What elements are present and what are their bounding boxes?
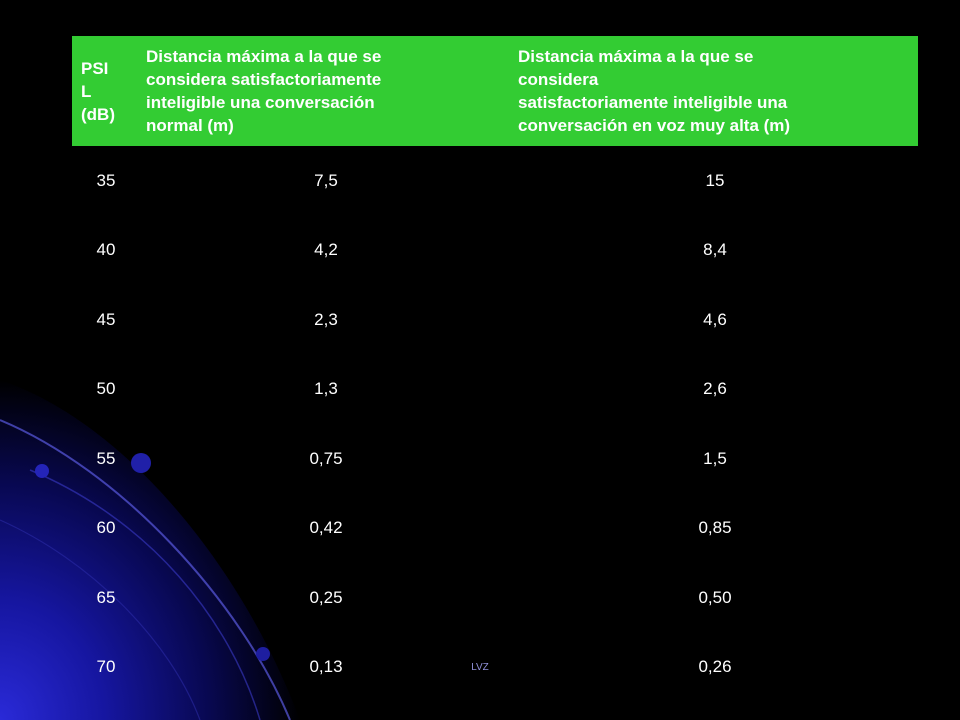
cell-loud: 4,6 (703, 309, 727, 329)
cell-normal: 7,5 (314, 170, 338, 190)
header-normal-distance: Distancia máxima a la que se considera s… (146, 47, 382, 135)
cell-psil: 65 (96, 587, 116, 607)
table-header-row: PSI L (dB) Distancia máxima a la que se … (72, 36, 918, 146)
intelligibility-table: PSI L (dB) Distancia máxima a la que se … (72, 36, 918, 702)
table-row: 55 0,75 1,5 (72, 424, 918, 494)
decor-dot-2 (131, 453, 151, 473)
table-row: 50 1,3 2,6 (72, 355, 918, 425)
table-row: 65 0,25 0,50 (72, 563, 918, 633)
cell-psil: 35 (96, 170, 116, 190)
swoosh-arc-3 (0, 519, 201, 720)
cell-psil: 45 (96, 309, 116, 329)
cell-loud: 1,5 (703, 448, 727, 468)
cell-loud: 0,85 (698, 518, 732, 538)
cell-normal: 0,75 (309, 448, 343, 468)
cell-loud: 15 (705, 170, 725, 190)
cell-normal: 0,25 (309, 587, 343, 607)
table-row: 35 7,5 15 (72, 146, 918, 216)
decor-dot-1 (35, 464, 49, 478)
cell-normal: 0,42 (309, 518, 343, 538)
cell-psil: 50 (96, 379, 116, 399)
cell-psil: 40 (96, 240, 116, 260)
cell-loud: 2,6 (703, 379, 727, 399)
table-row: 40 4,2 8,4 (72, 216, 918, 286)
cell-normal: 1,3 (314, 379, 338, 399)
cell-psil: 70 (96, 657, 116, 677)
blue-glow-shape (0, 380, 300, 720)
table-row: 45 2,3 4,6 (72, 285, 918, 355)
cell-loud: 8,4 (703, 240, 727, 260)
cell-loud: 0,50 (698, 587, 732, 607)
swoosh-arc-1 (0, 419, 291, 720)
cell-normal: 2,3 (314, 309, 338, 329)
decor-dot-3 (256, 647, 270, 661)
table-row: 60 0,42 0,85 (72, 494, 918, 564)
cell-psil: 55 (96, 448, 116, 468)
cell-psil: 60 (96, 518, 116, 538)
footer-author-label: LVZ (471, 662, 489, 673)
cell-loud: 0,26 (698, 657, 732, 677)
header-psil: PSI L (dB) (81, 58, 115, 124)
header-loud-distance: Distancia máxima a la que se considera s… (518, 47, 791, 135)
swoosh-arc-2 (29, 469, 261, 720)
cell-normal: 4,2 (314, 240, 338, 260)
table-row: 70 0,13 0,26 (72, 633, 918, 703)
cell-normal: 0,13 (309, 657, 343, 677)
